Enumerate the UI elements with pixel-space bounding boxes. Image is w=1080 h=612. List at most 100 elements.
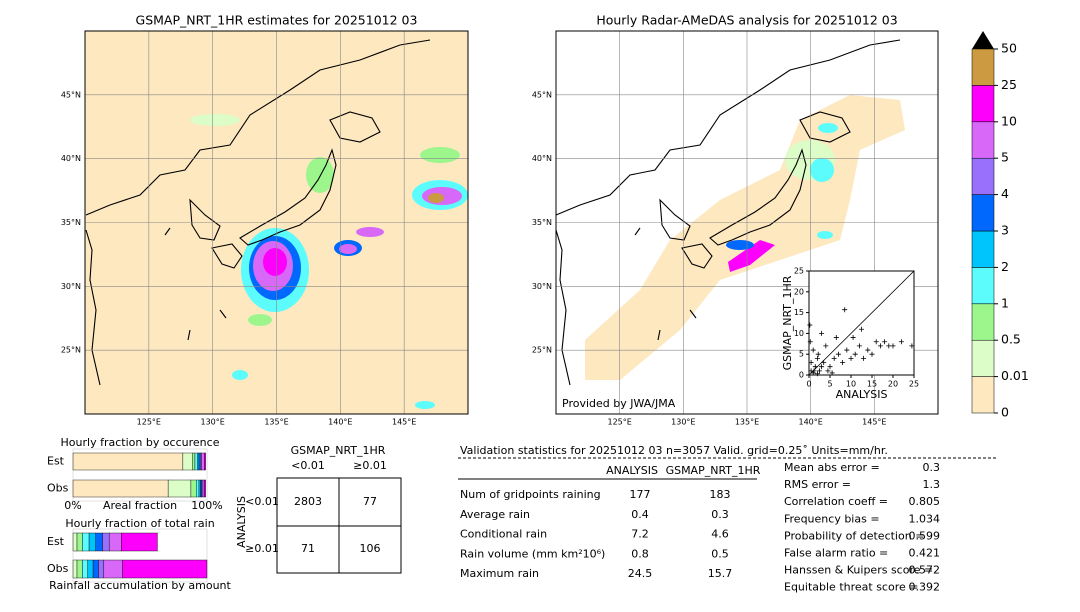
x-tick-label: 135°E (735, 418, 759, 427)
score-value: 0.599 (909, 529, 941, 542)
row-header: ≥0.01 (245, 542, 279, 555)
bar-segment (72, 559, 78, 579)
scatter-point (861, 355, 867, 361)
x-tick-label: 15 (867, 380, 877, 389)
scatter-point (856, 343, 862, 349)
bar-segment (76, 532, 83, 552)
stat-value: 15.7 (708, 567, 733, 580)
colorbar-tick-label: 50 (1001, 41, 1017, 56)
scatter-point (833, 335, 839, 341)
map-frame (555, 30, 939, 415)
bar-segment (198, 479, 201, 498)
scatter-point (812, 364, 818, 370)
chart-title: Hourly fraction of total rain (65, 517, 214, 530)
credit: Provided by JWA/JMA (562, 397, 676, 410)
y-tick-label: 20 (794, 287, 804, 296)
bar-segment (122, 559, 208, 579)
y-axis-label: GSMAP_NRT_1HR (781, 275, 794, 370)
scatter-point (807, 339, 813, 345)
bar-segment (204, 452, 206, 471)
scatter-point (808, 360, 814, 366)
rain-field (585, 95, 905, 380)
stat-value: 0.8 (631, 547, 649, 560)
scatter-point (821, 360, 827, 366)
bar-segment (76, 559, 83, 579)
row-header: <0.01 (245, 495, 279, 508)
y-tick-label: 45°N (532, 90, 552, 99)
scatter-point (819, 330, 825, 336)
table-cell: 71 (301, 542, 315, 555)
colorbar-segment (971, 376, 995, 414)
colorbar-tick-label: 10 (1001, 113, 1017, 128)
rain-field (190, 114, 468, 409)
column-header: ANALYSIS (606, 464, 658, 477)
scatter-point (829, 370, 835, 376)
stat-value: 183 (710, 488, 731, 501)
scatter-point (909, 343, 915, 349)
category-label: Est (47, 455, 65, 468)
stat-value: 0.4 (631, 508, 649, 521)
scatter-point (807, 322, 813, 328)
scatter-point (815, 351, 821, 357)
bar-segment (204, 479, 206, 498)
score-label: Equitable threat score = (784, 581, 918, 594)
scatter-point (840, 360, 846, 366)
bar-segment (198, 452, 201, 471)
row-label: Maximum rain (460, 567, 539, 580)
scatter-point (869, 351, 875, 357)
y-tick-label: 45°N (61, 90, 81, 99)
diagonal (808, 270, 915, 376)
scatter-point (898, 339, 904, 345)
score-value: 0.392 (909, 581, 941, 594)
scatter-point (859, 326, 864, 332)
map-frame (84, 30, 469, 415)
colorbar-tick-label: 4 (1001, 186, 1009, 201)
bar-segment (201, 479, 204, 498)
scatter-point (814, 371, 820, 377)
x-tick-label: 25 (909, 380, 919, 389)
y-tick-label: 35°N (532, 218, 552, 227)
scatter-point (877, 343, 883, 349)
scatter-point (827, 364, 833, 370)
x-tick-label: 130°E (671, 418, 695, 427)
bar-segment (102, 532, 110, 552)
colorbar-extend (972, 31, 994, 49)
bar-segment (200, 452, 202, 471)
colorbar-segment (971, 339, 995, 377)
bar-segment (201, 452, 205, 471)
chart-title: Hourly fraction by occurence (61, 436, 220, 449)
colorbar-tick-label: 25 (1001, 77, 1017, 92)
x-tick-label: 100% (191, 499, 222, 512)
x-tick-label: 145°E (392, 418, 416, 427)
bar-segment (72, 479, 169, 498)
y-tick-label: 30°N (532, 282, 552, 291)
score-label: RMS error = (784, 478, 851, 491)
bar-segment (92, 559, 99, 579)
stat-value: 24.5 (628, 567, 653, 580)
bar-segment (108, 532, 122, 552)
y-tick-label: 40°N (532, 154, 552, 163)
map-title: Hourly Radar-AMeDAS analysis for 2025101… (596, 13, 897, 28)
x-tick-label: 130°E (201, 418, 225, 427)
x-tick-label: 0% (64, 499, 81, 512)
colorbar-segment (971, 85, 995, 123)
x-tick-label: 0 (806, 380, 811, 389)
y-tick-label: 15 (794, 308, 804, 317)
colorbar-tick-label: 0.01 (1001, 368, 1029, 383)
x-tick-label: 140°E (799, 418, 823, 427)
x-tick-label: 140°E (328, 418, 352, 427)
x-axis-label: Rainfall accumulation by amount (49, 579, 231, 592)
x-tick-label: 5 (827, 380, 832, 389)
axes-frame (72, 448, 208, 502)
table-cell: 106 (360, 542, 381, 555)
y-tick-label: 0 (799, 371, 804, 380)
scatter-point (886, 343, 892, 349)
row-label: Rain volume (mm km²10⁶) (460, 547, 605, 560)
bar-segment (82, 532, 90, 552)
stat-value: 4.6 (711, 528, 729, 541)
scatter-point (831, 355, 837, 361)
colorbar-tick-label: 5 (1001, 150, 1009, 165)
stats-header: Validation statistics for 20251012 03 n=… (460, 444, 888, 457)
scatter-point (850, 335, 856, 341)
